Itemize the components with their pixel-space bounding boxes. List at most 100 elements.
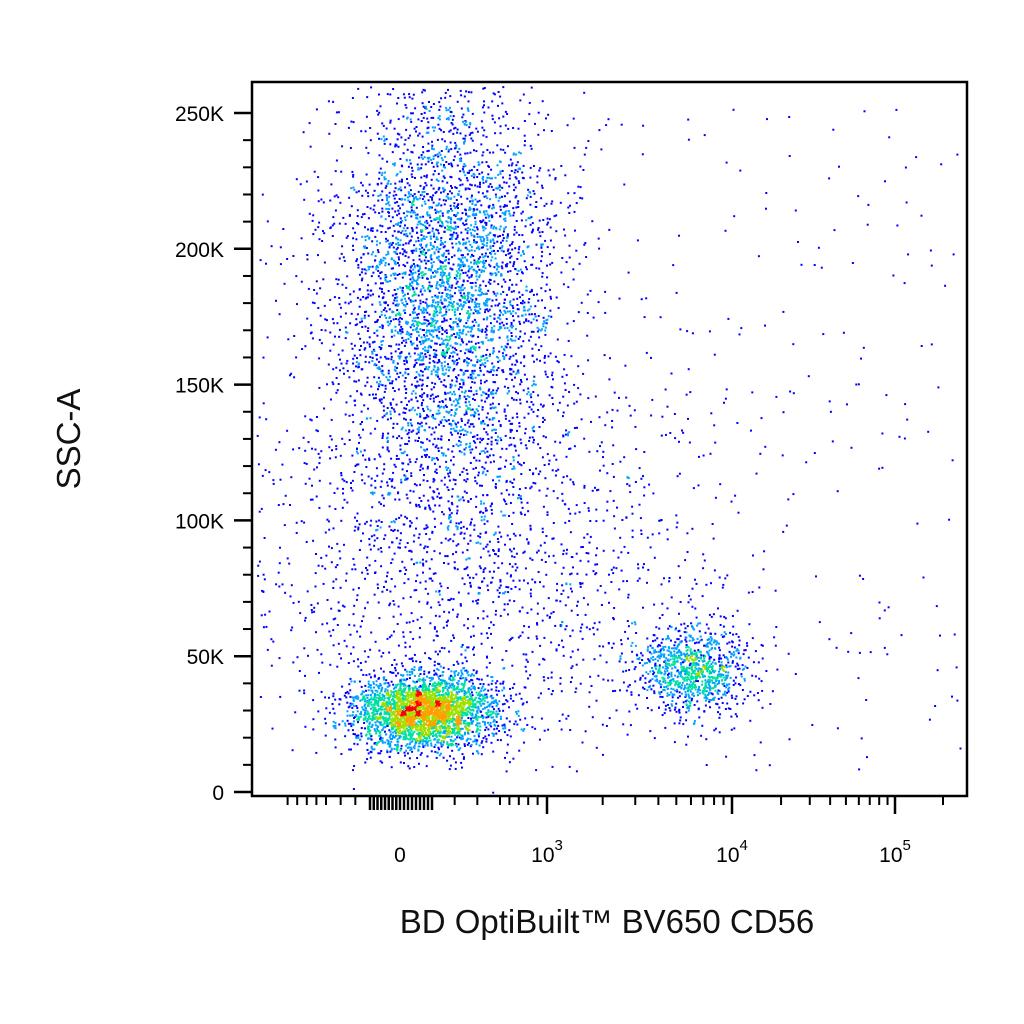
event-dot [442,697,445,700]
event-dot [365,310,368,313]
event-dot [415,698,418,701]
event-dot [427,346,430,349]
event-dot [409,673,411,676]
event-dot [373,204,376,207]
event-dot [411,740,414,743]
event-dot [532,410,535,413]
event-dot [414,686,417,689]
event-dot [431,126,434,129]
event-dot [442,271,445,274]
event-dot [402,698,405,701]
event-dot [380,750,383,752]
event-dot [311,301,314,304]
event-dot [440,191,442,194]
event-dot [357,736,360,739]
event-dot [412,406,415,409]
event-dot [386,713,389,716]
event-dot [386,749,389,752]
event-dot [434,743,437,746]
event-dot [408,192,410,195]
event-dot [566,124,569,127]
event-dot [435,468,438,471]
event-dot [409,746,412,749]
event-dot [371,724,374,727]
event-dot [512,310,515,313]
event-dot [420,716,423,719]
event-dot [320,342,323,345]
event-dot [367,716,370,719]
event-dot [395,716,398,719]
event-dot [401,691,403,694]
event-dot [402,291,405,294]
event-dot [362,718,365,721]
event-dot [348,196,351,199]
event-dot [364,355,367,358]
event-dot [403,678,406,681]
event-dot [476,722,479,725]
event-dot [408,684,411,687]
event-dot [440,364,443,367]
event-dot [523,134,526,137]
event-dot [370,703,373,706]
event-dot [408,409,411,412]
event-dot [373,675,376,678]
event-dot [367,705,369,707]
event-dot [398,690,401,693]
event-dot [408,734,411,737]
event-dot [388,706,391,709]
event-dot [416,728,419,731]
event-dot [422,479,425,482]
event-dot [409,738,411,741]
event-dot [360,368,363,371]
event-dot [513,233,516,236]
event-dot [508,200,511,203]
event-dot [367,683,370,685]
event-dot [442,131,445,133]
event-dot [519,99,522,102]
event-dot [394,182,397,185]
event-dot [383,682,386,685]
event-dot [492,733,495,736]
event-dot [450,352,453,354]
event-dot [460,736,463,739]
event-dot [520,697,523,700]
event-dot [449,115,452,118]
event-dot [568,256,571,259]
event-dot [366,720,369,723]
event-dot [543,129,545,132]
event-dot [530,321,533,324]
event-dot [428,224,431,227]
event-dot [406,702,409,705]
event-dot [279,263,282,266]
event-dot [417,422,419,425]
event-dot [328,696,330,699]
event-dot [464,699,467,702]
event-dot [465,343,468,346]
event-dot [406,235,409,238]
event-dot [403,250,406,253]
event-dot [434,686,437,689]
event-dot [359,321,362,324]
event-dot [497,91,500,93]
event-dot [527,387,530,390]
event-dot [444,711,447,714]
event-dot [430,750,433,753]
event-dot [386,693,389,696]
event-dot [324,734,327,737]
event-dot [364,727,366,730]
event-dot [483,723,486,726]
event-dot [379,717,382,720]
event-dot [473,165,476,168]
event-dot [366,713,369,716]
event-dot [540,287,543,290]
event-dot [523,240,525,243]
event-dot [423,200,426,203]
event-dot [400,428,403,431]
event-dot [453,713,456,716]
event-dot [415,249,418,252]
event-dot [428,689,431,692]
event-dot [361,690,364,693]
event-dot [446,759,449,762]
event-dot [387,742,390,745]
event-dot [420,668,422,671]
